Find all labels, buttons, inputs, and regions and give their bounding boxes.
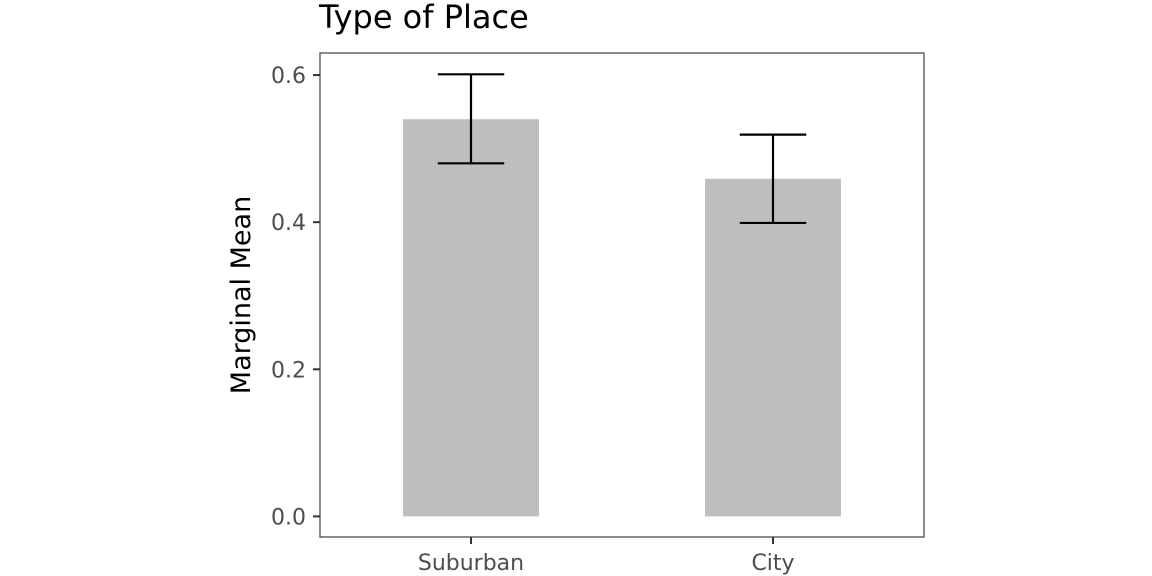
plot-panel-border [319, 52, 925, 538]
bar-suburban [403, 119, 539, 517]
y-tick-label-1: 0.2 [271, 358, 306, 383]
y-tick-label-0: 0.0 [271, 505, 306, 530]
y-tick-label-3: 0.6 [271, 64, 306, 89]
chart-title: Type of Place [318, 0, 529, 36]
y-axis: 0.0 0.2 0.4 0.6 [271, 64, 320, 530]
x-tick-label-city: City [751, 551, 794, 576]
y-axis-label: Marginal Mean [226, 196, 257, 394]
x-tick-label-suburban: Suburban [418, 551, 524, 576]
bar-city [705, 178, 841, 517]
y-tick-label-2: 0.4 [271, 211, 306, 236]
x-axis: Suburban City [418, 537, 795, 576]
bars-group [403, 119, 841, 517]
error-bars-group [437, 73, 807, 225]
